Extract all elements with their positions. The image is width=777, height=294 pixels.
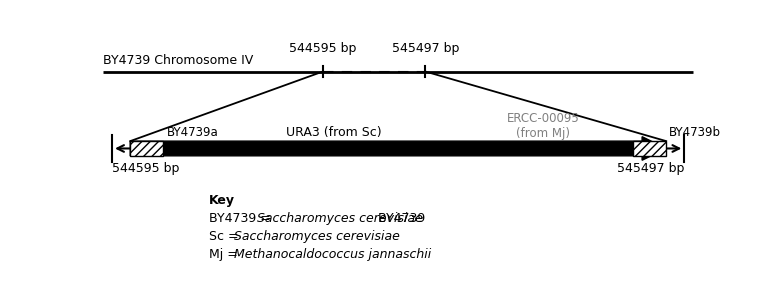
Text: BY4739a: BY4739a xyxy=(166,126,218,139)
Text: BY4739b: BY4739b xyxy=(669,126,721,139)
Text: Saccharomyces cerevisiae: Saccharomyces cerevisiae xyxy=(234,230,399,243)
Bar xyxy=(131,141,163,156)
Text: Key: Key xyxy=(208,194,235,207)
Text: BY4739: BY4739 xyxy=(375,212,425,225)
Text: 545497 bp: 545497 bp xyxy=(392,41,459,54)
Text: Methanocaldococcus jannaschii: Methanocaldococcus jannaschii xyxy=(234,248,431,261)
Text: 544595 bp: 544595 bp xyxy=(289,41,357,54)
Text: URA3 (from Sc): URA3 (from Sc) xyxy=(286,126,382,139)
Text: 545497 bp: 545497 bp xyxy=(617,162,685,175)
FancyArrow shape xyxy=(131,137,666,160)
Text: BY4739 =: BY4739 = xyxy=(208,212,274,225)
Text: Sc =: Sc = xyxy=(208,230,242,243)
Text: Mj =: Mj = xyxy=(208,248,242,261)
Text: Saccharomyces cerevisiae: Saccharomyces cerevisiae xyxy=(256,212,423,225)
Text: BY4739 Chromosome IV: BY4739 Chromosome IV xyxy=(103,54,253,67)
Text: 544595 bp: 544595 bp xyxy=(112,162,179,175)
Bar xyxy=(633,141,666,156)
Text: ERCC-00095
(from Mj): ERCC-00095 (from Mj) xyxy=(507,112,580,140)
